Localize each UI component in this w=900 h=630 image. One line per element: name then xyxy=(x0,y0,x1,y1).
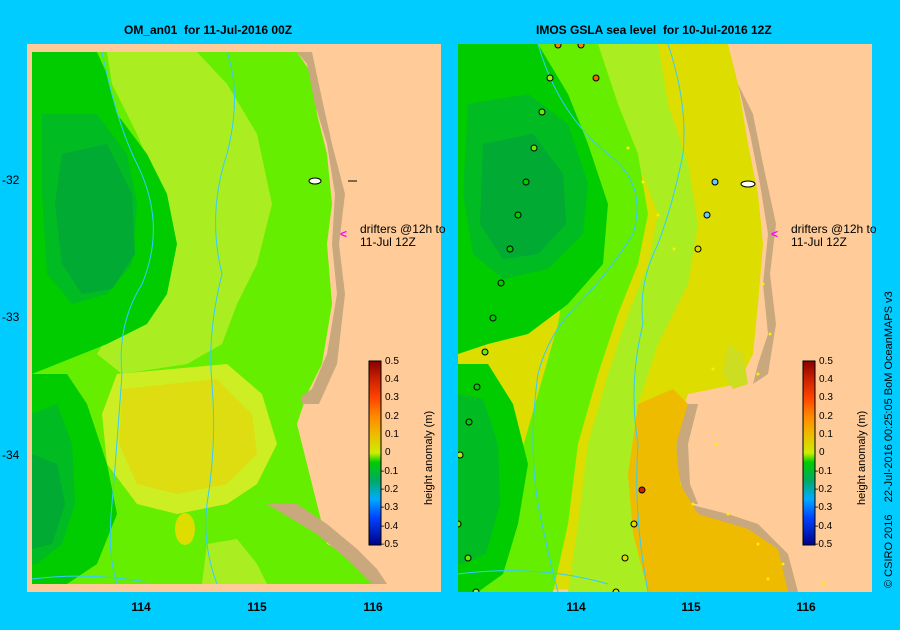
colorbar-tick: 0 xyxy=(819,447,825,458)
colorbar-tick: 0.4 xyxy=(385,374,399,385)
x-tick-label: 116 xyxy=(796,600,816,614)
right-map-panel xyxy=(454,41,872,596)
colorbar-tick: -0.4 xyxy=(815,521,833,532)
colorbar-tick: 0.3 xyxy=(385,392,399,403)
left-drifter-label: < drifters @12h to 11-Jul 12Z xyxy=(340,223,446,275)
colorbar-tick: -0.2 xyxy=(815,484,833,495)
left-map-panel xyxy=(27,44,441,592)
colorbar-tick: 0.5 xyxy=(385,356,399,367)
left-colorbar-ticks: 0.5 0.4 0.3 0.2 0.1 0 -0.1 -0.2 -0.3 -0.… xyxy=(381,356,415,552)
x-tick-label: 114 xyxy=(131,600,151,614)
y-tick-label: -32 xyxy=(2,173,20,187)
left-map-title: OM_an01 for 11-Jul-2016 00Z xyxy=(124,23,293,37)
x-tick-label: 115 xyxy=(247,600,267,614)
right-colorbar-ticks: 0.5 0.4 0.3 0.2 0.1 0 -0.1 -0.2 -0.3 -0.… xyxy=(815,356,849,552)
colorbar-tick: 0 xyxy=(385,447,391,458)
drifter-arrow-icon: < xyxy=(771,227,779,241)
colorbar-tick: 0.1 xyxy=(819,429,833,440)
left-map-svg xyxy=(27,44,441,592)
colorbar-tick: -0.3 xyxy=(381,502,399,513)
colorbar-tick: 0.1 xyxy=(385,429,399,440)
x-tick-label: 116 xyxy=(363,600,383,614)
colorbar-tick: -0.4 xyxy=(381,521,399,532)
colorbar-tick: -0.1 xyxy=(815,466,833,477)
drifter-label-line1: drifters @12h to xyxy=(791,222,877,236)
credit-text: © CSIRO 2016 22-Jul-2016 00:25:05 BoM Oc… xyxy=(883,291,895,588)
colorbar-tick: -0.5 xyxy=(815,539,833,550)
drifter-label-line2: 11-Jul 12Z xyxy=(360,235,416,249)
left-colorbar xyxy=(368,360,382,546)
y-tick-label: -33 xyxy=(2,310,20,324)
colorbar-tick: 0.4 xyxy=(819,374,833,385)
left-colorbar-label: height anomaly (m) xyxy=(423,410,435,505)
drifter-label-line1: drifters @12h to xyxy=(360,222,446,236)
x-tick-label: 114 xyxy=(566,600,586,614)
colorbar-tick: -0.3 xyxy=(815,502,833,513)
y-tick-label: -34 xyxy=(2,448,20,462)
right-colorbar-label: height anomaly (m) xyxy=(856,410,868,505)
right-map-title: IMOS GSLA sea level for 10-Jul-2016 12Z xyxy=(536,23,772,37)
drifter-arrow-icon: < xyxy=(340,227,348,241)
colorbar-tick: 0.2 xyxy=(385,411,399,422)
colorbar-tick: -0.1 xyxy=(381,466,399,477)
right-colorbar xyxy=(802,360,816,546)
drifter-label-line2: 11-Jul 12Z xyxy=(791,235,847,249)
right-drifter-label: < drifters @12h to 11-Jul 12Z xyxy=(771,223,877,275)
right-map-svg xyxy=(454,41,872,596)
colorbar-tick: -0.5 xyxy=(381,539,399,550)
colorbar-tick: -0.2 xyxy=(381,484,399,495)
x-tick-label: 115 xyxy=(681,600,701,614)
colorbar-tick: 0.3 xyxy=(819,392,833,403)
colorbar-tick: 0.2 xyxy=(819,411,833,422)
colorbar-tick: 0.5 xyxy=(819,356,833,367)
